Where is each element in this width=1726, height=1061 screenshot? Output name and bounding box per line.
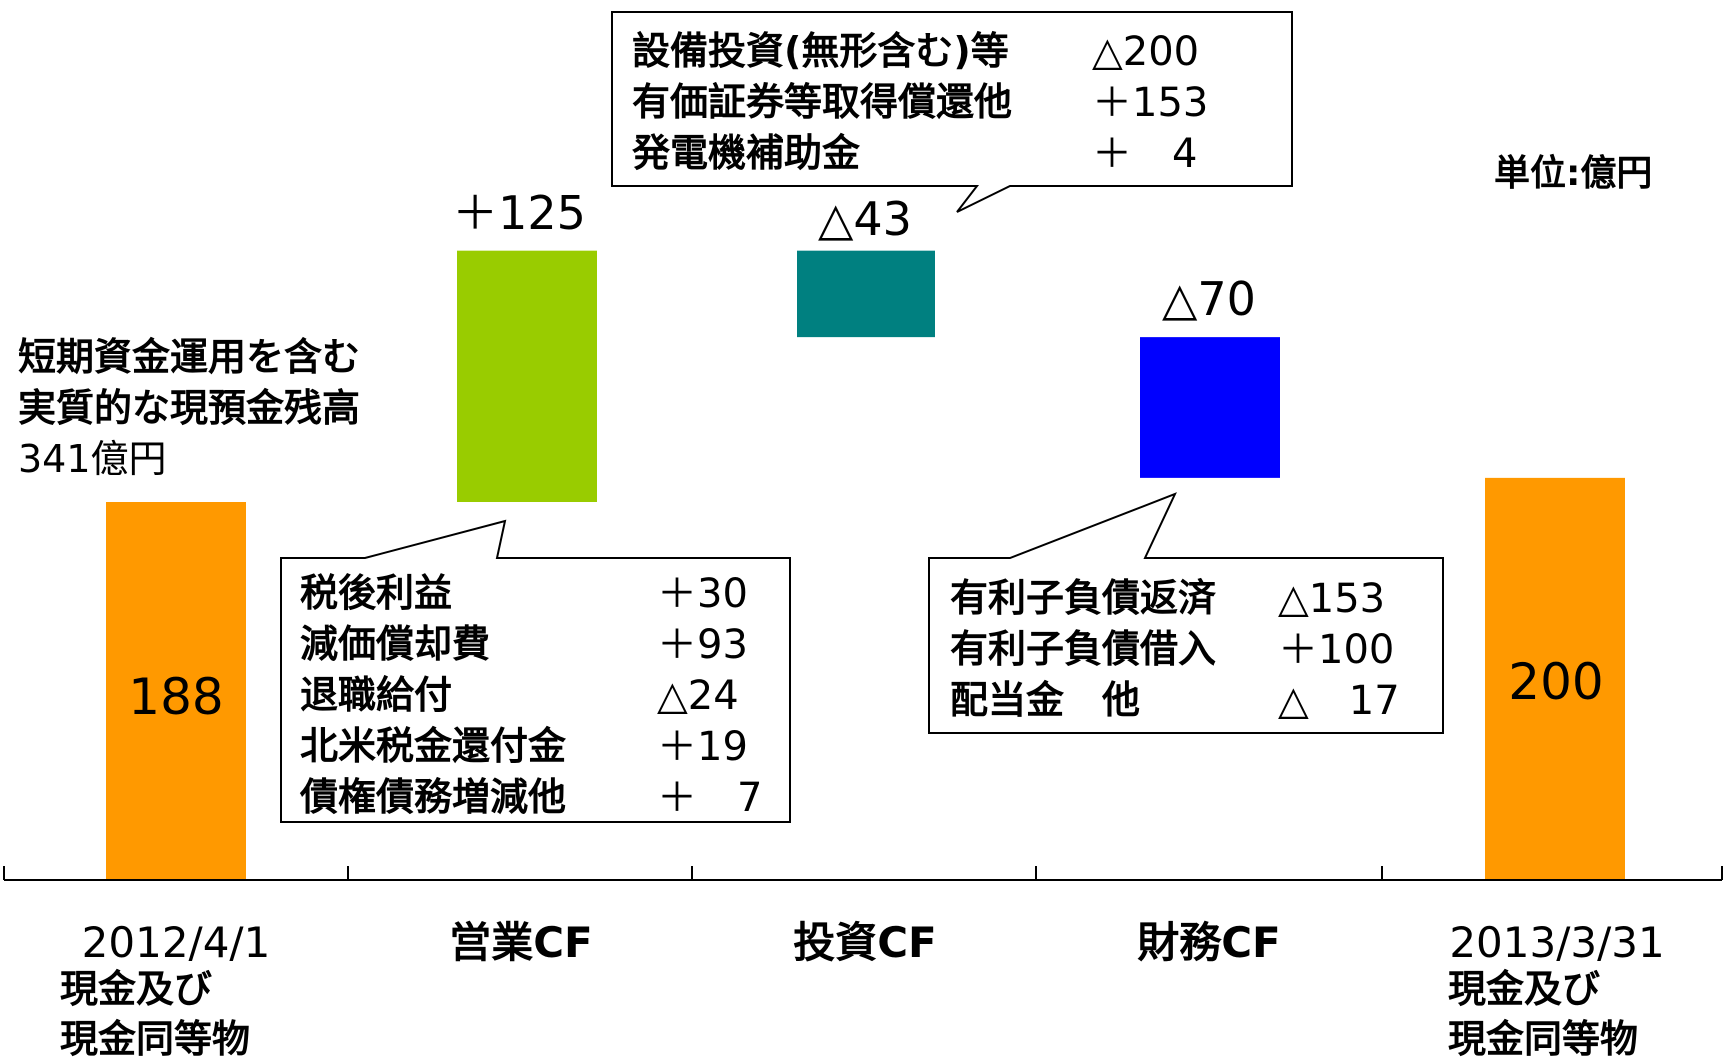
investing-item-value: ＋ 4 (1092, 131, 1198, 177)
operating-item-label: 退職給付 (300, 673, 453, 717)
category-label-investing: 投資CF (793, 918, 937, 967)
investing-item-label: 有価証券等取得償還他 (632, 80, 1013, 124)
operating-item-label: 北米税金還付金 (300, 724, 567, 768)
operating-item-value: ＋ 7 (657, 775, 763, 821)
unit-label: 単位:億円 (1494, 153, 1653, 194)
bar-value-label-operating: ＋125 (452, 186, 586, 240)
cash-note-line-2: 実質的な現預金残高 (18, 386, 361, 430)
category-subline-start-1: 現金及び (60, 967, 213, 1011)
operating-item-label: 債権債務増減他 (300, 775, 567, 819)
bar-operating-cf (457, 250, 597, 502)
investing-item-label: 設備投資(無形含む)等 (632, 29, 1009, 73)
bar-value-label-end: 200 (1508, 653, 1604, 711)
operating-item-value: ＋30 (657, 571, 748, 617)
investing-item-label: 発電機補助金 (632, 131, 861, 175)
bar-value-label-financing: △70 (1162, 272, 1256, 326)
financing-item-label: 有利子負債返済 (950, 576, 1217, 620)
financing-item-label: 有利子負債借入 (950, 627, 1217, 671)
operating-item-label: 税後利益 (300, 571, 453, 615)
category-label-financing: 財務CF (1137, 918, 1281, 967)
callout-box-financing (928, 492, 1444, 734)
category-label-start: 2012/4/1 (81, 918, 271, 967)
operating-item-value: ＋19 (657, 724, 748, 770)
category-label-operating: 営業CF (449, 918, 593, 967)
operating-item-label: 減価償却費 (300, 622, 491, 666)
financing-item-value: △ 17 (1278, 678, 1400, 724)
category-subline-end-2: 現金同等物 (1448, 1017, 1639, 1061)
bar-investing-cf (797, 250, 935, 338)
bar-value-label-start: 188 (128, 668, 224, 726)
callout-box-operating (280, 519, 791, 823)
operating-item-value: △24 (657, 673, 739, 719)
category-subline-start-2: 現金同等物 (60, 1017, 251, 1061)
financing-item-value: △153 (1278, 576, 1386, 622)
bar-financing-cf (1140, 337, 1280, 478)
category-label-end: 2013/3/31 (1449, 918, 1665, 967)
callout-box-investing (611, 11, 1293, 213)
bar-start-cash (106, 502, 246, 880)
investing-item-value: △200 (1092, 29, 1200, 75)
cash-note-line-1: 短期資金運用を含む (18, 335, 361, 379)
financing-item-label: 配当金 他 (950, 678, 1141, 722)
operating-item-value: ＋93 (657, 622, 748, 668)
bar-end-cash (1485, 477, 1625, 880)
financing-item-value: ＋100 (1278, 627, 1395, 673)
cash-note-line-3: 341億円 (18, 437, 167, 481)
investing-item-value: ＋153 (1092, 80, 1209, 126)
bar-value-label-investing: △43 (818, 192, 912, 246)
category-subline-end-1: 現金及び (1448, 967, 1601, 1011)
